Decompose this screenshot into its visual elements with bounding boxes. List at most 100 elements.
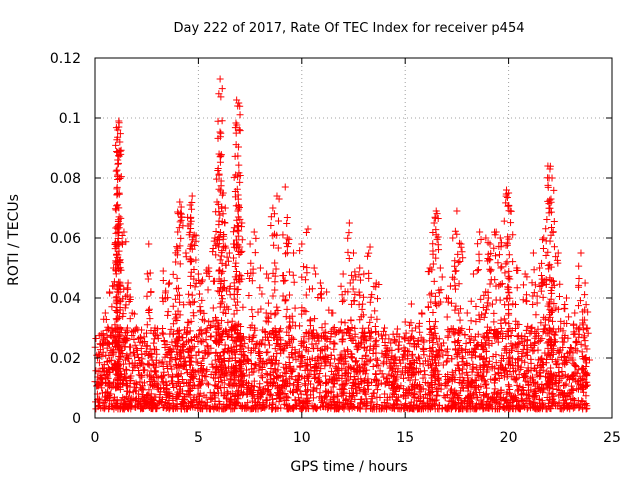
data-point: [580, 376, 588, 384]
data-point: [316, 381, 324, 389]
data-point: [534, 325, 542, 333]
data-point: [452, 345, 460, 353]
data-point: [397, 382, 405, 390]
data-point: [137, 384, 145, 392]
data-point: [269, 204, 277, 212]
data-point: [234, 213, 242, 221]
data-point: [480, 344, 488, 352]
data-point: [279, 272, 287, 280]
data-point: [234, 298, 242, 306]
data-point: [141, 397, 149, 405]
data-point: [103, 326, 111, 334]
data-point: [304, 225, 312, 233]
data-point: [114, 190, 122, 198]
data-point: [511, 301, 519, 309]
x-axis-label: GPS time / hours: [290, 459, 407, 475]
data-point: [175, 224, 183, 232]
data-point: [368, 378, 376, 386]
data-point: [168, 365, 176, 373]
data-point: [214, 325, 222, 333]
data-point: [186, 281, 194, 289]
data-point: [578, 366, 586, 374]
data-point: [238, 236, 246, 244]
data-point: [236, 111, 244, 119]
data-point: [566, 348, 574, 356]
axis-ticks: [94, 57, 613, 419]
data-point: [538, 259, 546, 267]
data-point: [432, 207, 440, 215]
data-point: [211, 374, 219, 382]
data-point: [488, 300, 496, 308]
data-point: [146, 315, 154, 323]
data-point: [344, 248, 352, 256]
data-point: [306, 361, 314, 369]
data-point: [194, 367, 202, 375]
data-point: [574, 397, 582, 405]
data-point: [402, 364, 410, 372]
data-point: [560, 338, 568, 346]
data-point: [412, 324, 420, 332]
data-point: [114, 362, 122, 370]
data-point: [453, 207, 461, 215]
data-point: [99, 379, 107, 387]
data-point: [500, 315, 508, 323]
data-point: [407, 398, 415, 406]
data-point: [221, 204, 229, 212]
data-point: [410, 339, 418, 347]
data-point: [285, 235, 293, 243]
data-point: [194, 384, 202, 392]
data-point: [285, 331, 293, 339]
data-point: [215, 217, 223, 225]
data-point: [359, 324, 367, 332]
data-point: [247, 383, 255, 391]
data-point: [267, 222, 275, 230]
data-point: [122, 382, 130, 390]
data-point: [439, 361, 447, 369]
data-point: [321, 353, 329, 361]
data-point: [428, 356, 436, 364]
data-point: [472, 318, 480, 326]
data-point: [296, 322, 304, 330]
data-point: [497, 319, 505, 327]
data-point: [352, 357, 360, 365]
data-point: [408, 333, 416, 341]
data-point: [563, 403, 571, 411]
data-point: [526, 404, 534, 412]
data-point: [270, 210, 278, 218]
data-point: [218, 295, 226, 303]
data-point: [162, 287, 170, 295]
data-point: [152, 331, 160, 339]
data-point: [210, 390, 218, 398]
data-point: [583, 345, 591, 353]
data-point: [553, 372, 561, 380]
data-point: [274, 385, 282, 393]
data-point: [349, 364, 357, 372]
data-point: [249, 391, 257, 399]
data-point: [139, 339, 147, 347]
data-point: [473, 364, 481, 372]
data-point: [273, 340, 281, 348]
data-point: [286, 380, 294, 388]
data-point: [233, 306, 241, 314]
data-point: [409, 392, 417, 400]
data-point: [214, 319, 222, 327]
data-point: [291, 349, 299, 357]
data-point: [362, 402, 370, 410]
data-point: [122, 238, 130, 246]
data-point: [342, 366, 350, 374]
data-point: [497, 264, 505, 272]
data-point: [302, 291, 310, 299]
data-point: [329, 395, 337, 403]
data-point: [298, 240, 306, 248]
data-point: [453, 361, 461, 369]
data-point: [175, 348, 183, 356]
data-point: [159, 277, 167, 285]
data-point: [496, 234, 504, 242]
data-point: [312, 361, 320, 369]
data-point: [307, 366, 315, 374]
data-point: [495, 365, 503, 373]
data-point: [372, 336, 380, 344]
data-point: [486, 267, 494, 275]
data-point: [338, 297, 346, 305]
data-point: [199, 366, 207, 374]
